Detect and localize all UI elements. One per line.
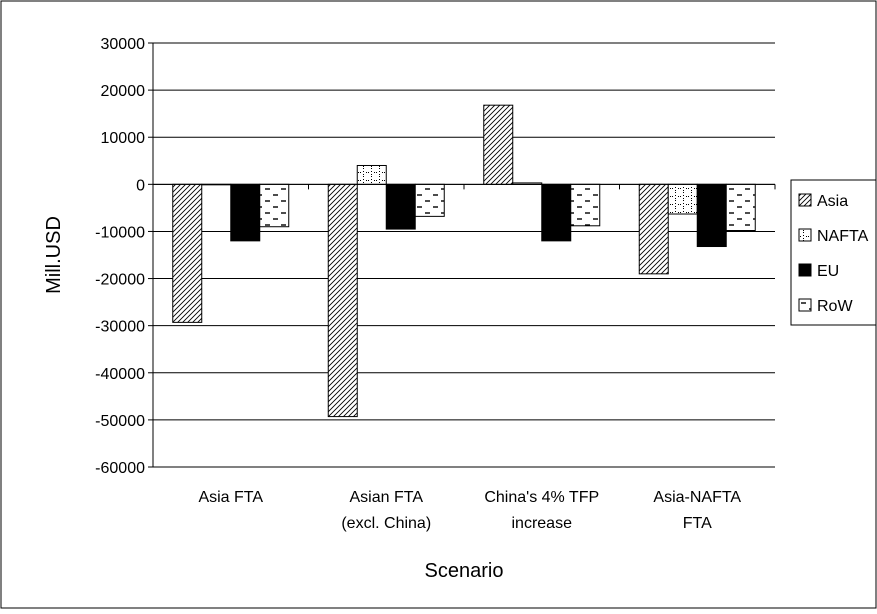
y-tick-label: -60000: [95, 460, 145, 477]
bar-eu-4: [696, 183, 727, 248]
bar-row-1: [259, 183, 290, 228]
y-tick-label: 10000: [101, 130, 146, 147]
bar-eu-3: [541, 183, 572, 242]
y-tick-label: -20000: [95, 272, 145, 289]
y-tick-label: 0: [136, 177, 145, 194]
legend-swatch-eu: [798, 263, 812, 277]
x-tick-label: Asia FTA: [198, 489, 263, 506]
y-tick-label: -50000: [95, 413, 145, 430]
y-axis-title: Mill.USD: [43, 216, 65, 294]
legend-swatch-nafta: [798, 228, 812, 242]
y-tick-label: -10000: [95, 224, 145, 241]
legend-swatch-row: [798, 298, 812, 312]
x-tick-label: China's 4% TFP increase: [484, 489, 599, 532]
bar-row-4: [725, 183, 756, 232]
bar-asia-2: [327, 183, 358, 418]
bar-asia-3: [483, 104, 514, 185]
y-tick-label: 30000: [101, 36, 146, 53]
bar-nafta-4: [667, 183, 698, 215]
bar-asia-4: [638, 183, 669, 275]
x-axis-title: Scenario: [425, 560, 504, 582]
x-tick-label: Asia-NAFTA FTA: [653, 489, 741, 532]
y-tick-label: 20000: [101, 83, 146, 100]
bar-row-2: [414, 183, 445, 217]
x-tick-label: Asian FTA (excl. China): [341, 489, 431, 532]
bar-row-3: [570, 183, 601, 227]
y-tick-label: -30000: [95, 319, 145, 336]
legend-label-row: RoW: [817, 298, 853, 315]
legend-label-nafta: NAFTA: [817, 228, 869, 245]
bar-asia-1: [172, 183, 203, 323]
bar-eu-1: [230, 183, 261, 242]
legend-label-eu: EU: [817, 263, 839, 280]
bar-eu-2: [385, 183, 416, 230]
bar-nafta-2: [356, 164, 387, 185]
legend-label-asia: Asia: [817, 193, 848, 210]
y-tick-label: -40000: [95, 366, 145, 383]
legend-swatch-asia: [798, 193, 812, 207]
